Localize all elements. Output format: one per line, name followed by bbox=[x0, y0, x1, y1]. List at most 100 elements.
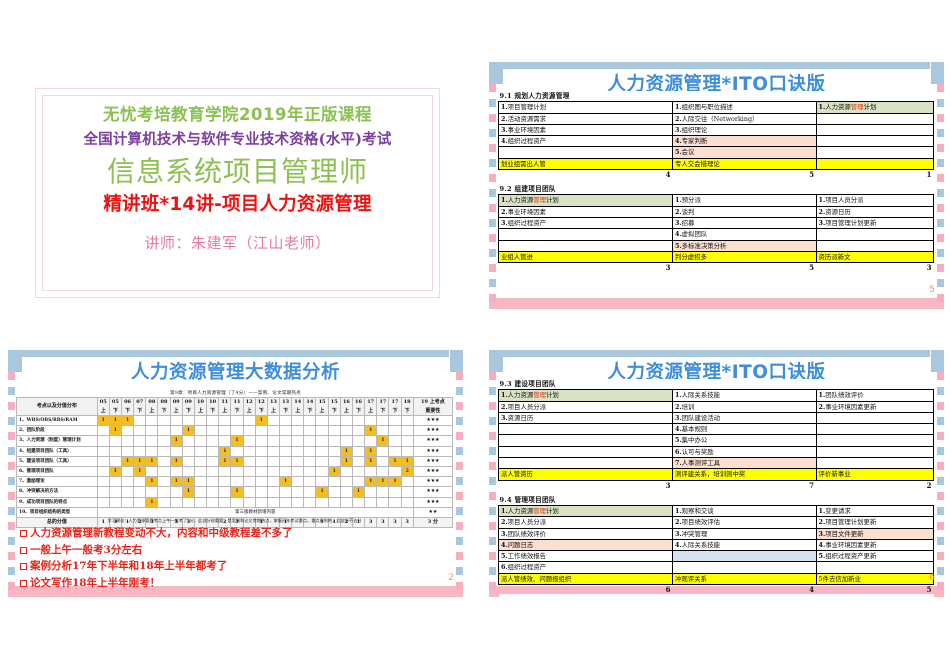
edge-decor-block bbox=[937, 159, 944, 167]
exam-point-cell bbox=[230, 445, 244, 457]
edge-decor-block bbox=[937, 492, 944, 500]
exam-point-cell bbox=[96, 425, 110, 437]
exam-point-cell bbox=[169, 466, 183, 478]
exam-point-cell bbox=[351, 445, 366, 457]
ito-count-output: 1 bbox=[816, 169, 934, 180]
edge-decor-block bbox=[456, 372, 463, 380]
exam-point-cell bbox=[303, 476, 317, 488]
exam-point-cell: 1 bbox=[230, 455, 244, 468]
bullet-item: 案例分析17年下半年和18年上半年都考了 bbox=[20, 561, 453, 572]
ito-row: 2.事业环境因素 2.谈判 2.资源日历 bbox=[498, 205, 935, 218]
exam-point-cell bbox=[193, 466, 208, 478]
ito-output-cell: 2.事业环境因素更新 bbox=[815, 400, 935, 413]
exam-point-cell bbox=[303, 425, 317, 437]
edge-decor-block bbox=[937, 417, 944, 425]
ito-row: 3.资源日历 3.团队建设活动 bbox=[498, 411, 935, 425]
edge-decor-block bbox=[8, 402, 15, 410]
exam-point-cell bbox=[254, 496, 268, 508]
exam-point-cell bbox=[327, 486, 341, 498]
exam-point-cell bbox=[230, 466, 244, 478]
year-column-header: 12 下 bbox=[254, 397, 268, 416]
exam-points-row: 7、激励理论 1 1 1 1 1 1 1 ★★★ bbox=[16, 476, 454, 488]
exam-point-cell bbox=[315, 476, 329, 488]
slide3-bullet-list: 人力资源管理新教程变动不大，内容和中级教程差不多了 一般上午一般考3分左右 案例分析… bbox=[20, 527, 453, 594]
exam-point-cell: 1 bbox=[120, 455, 135, 468]
exam-points-row: 4、组建项目团队（工具） 1 1 1 ★★★ bbox=[16, 445, 454, 457]
exam-point-cell bbox=[206, 486, 220, 498]
bullet-item: 人力资源管理新教程变动不大，内容和中级教程差不多了 bbox=[20, 527, 453, 539]
slide1-outer-border bbox=[35, 88, 440, 298]
exam-point-cell: 1 bbox=[218, 455, 232, 468]
ito-count-input: 6 bbox=[498, 584, 673, 595]
exam-point-cell bbox=[303, 414, 317, 427]
edge-decor-block bbox=[937, 522, 944, 530]
exam-point-cell bbox=[206, 455, 220, 468]
exam-point-cell bbox=[303, 455, 317, 468]
exam-point-cell bbox=[108, 435, 122, 447]
exam-point-cell bbox=[400, 425, 414, 437]
exam-point-cell bbox=[133, 445, 147, 457]
total-cell: 3 bbox=[400, 517, 414, 529]
slide3-right-edge-decor bbox=[456, 372, 463, 590]
edge-decor-block bbox=[8, 417, 15, 425]
edge-decor-block bbox=[489, 144, 496, 152]
exam-point-cell bbox=[376, 414, 390, 427]
year-column-header: 15 下 bbox=[327, 397, 341, 416]
exam-point-cell bbox=[315, 414, 329, 427]
ito-row: 4.组织过程资产 4.专家判断 bbox=[498, 135, 935, 148]
exam-points-header-row: 考点以及分值分布 05 上 05 下 06 下 07 下 08 上 08 下 09 上 09 下 10 上 10 下 11… bbox=[16, 397, 454, 416]
ito-tool-cell: 5.集中办公 bbox=[672, 434, 817, 447]
exam-point-cell bbox=[96, 496, 110, 508]
ito-input-cell: 3.组织过程资产 bbox=[498, 216, 673, 230]
exam-point-cell: 1 bbox=[181, 476, 195, 488]
exam-point-cell bbox=[303, 496, 317, 508]
exam-point-cell bbox=[108, 496, 122, 508]
ito-input-cell: 3.资源日历 bbox=[498, 411, 673, 425]
slide1-inner-border bbox=[42, 95, 433, 291]
edge-decor-block bbox=[937, 234, 944, 242]
total-cell: 3 bbox=[181, 517, 195, 529]
edge-decor-block bbox=[489, 279, 496, 287]
exam-point-cell bbox=[339, 414, 353, 427]
exam-point-cell bbox=[242, 414, 256, 427]
exam-point-cell bbox=[303, 445, 317, 457]
exam-point-cell bbox=[242, 466, 256, 478]
ito-input-cell: 4.问题日志 bbox=[498, 538, 673, 552]
exam-point-label: 9、成功项目团队的特点 bbox=[16, 496, 98, 508]
exam-point-cell bbox=[339, 425, 353, 437]
exam-point-cell bbox=[266, 496, 281, 508]
ito-section-heading: 9.1 规划人力资源管理 bbox=[498, 91, 934, 103]
bullet-item: 论文写作18年上半年刚考！ bbox=[20, 577, 453, 589]
edge-decor-block bbox=[489, 507, 496, 515]
exam-point-cell bbox=[120, 486, 135, 498]
edge-decor-block bbox=[489, 129, 496, 137]
edge-decor-block bbox=[937, 249, 944, 257]
exam-point-cell bbox=[315, 496, 329, 508]
exam-point-cell bbox=[278, 466, 293, 478]
ito-count-tool: 4 bbox=[672, 584, 817, 595]
exam-point-cell bbox=[327, 496, 341, 508]
exam-point-cell bbox=[266, 414, 281, 427]
edge-decor-block bbox=[937, 477, 944, 485]
exam-point-cell: 1 bbox=[364, 425, 378, 437]
slide4-page-number: 6 bbox=[929, 573, 935, 583]
ito-input-cell: 3.团队绩效评价 bbox=[498, 527, 673, 540]
exam-point-cell bbox=[266, 466, 281, 478]
ito-row: 5.集中办公 bbox=[498, 434, 935, 447]
edge-decor-block bbox=[456, 417, 463, 425]
edge-decor-block bbox=[937, 189, 944, 197]
exam-point-cell bbox=[157, 435, 171, 447]
ito-mnemonic-tool: 专人交会措理论 bbox=[672, 157, 817, 171]
ito-input-cell: 5.工作绩效报告 bbox=[498, 550, 673, 563]
exam-point-cell bbox=[254, 476, 268, 488]
exam-point-cell bbox=[278, 414, 293, 427]
exam-points-col-head: 考点以及分值分布 bbox=[16, 397, 98, 416]
ito-input-cell: 2.项目人员分派 bbox=[498, 516, 673, 529]
edge-decor-block bbox=[937, 402, 944, 410]
year-column-header: 11 上 bbox=[218, 397, 232, 416]
exam-point-cell bbox=[181, 455, 195, 468]
edge-decor-block bbox=[489, 159, 496, 167]
exam-point-label: 3、人力资源（制度）管理计划 bbox=[16, 435, 98, 447]
exam-point-cell: 1 bbox=[388, 455, 402, 468]
